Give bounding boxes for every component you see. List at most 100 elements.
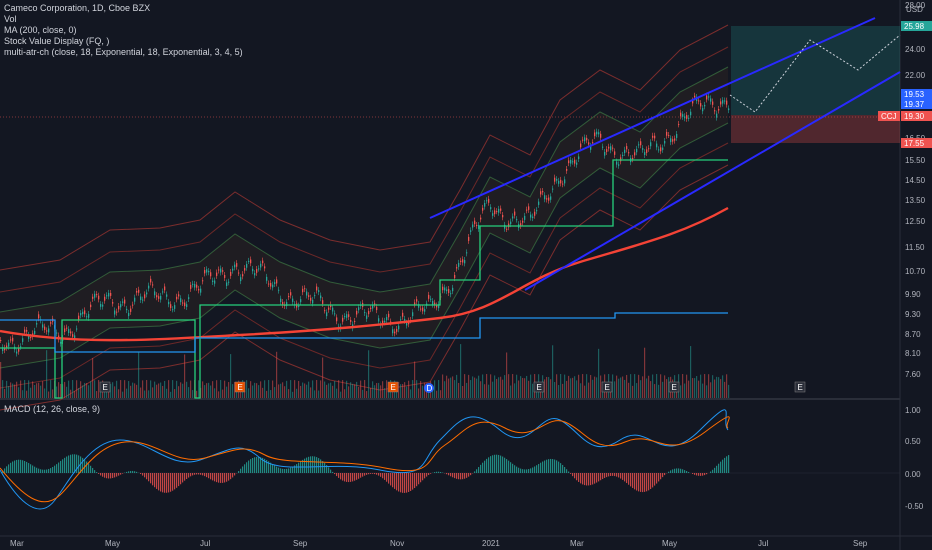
channel-lower xyxy=(524,71,901,291)
volume-bar xyxy=(522,377,524,398)
macd-histogram-bar xyxy=(102,473,104,477)
candle-body xyxy=(598,132,600,135)
symbol-title[interactable]: Cameco Corporation, 1D, Cboe BZX xyxy=(4,3,151,13)
candle-body xyxy=(420,308,422,310)
volume-bar xyxy=(582,374,584,398)
macd-histogram-bar xyxy=(686,471,688,473)
macd-histogram-bar xyxy=(204,473,206,477)
volume-bar xyxy=(654,384,656,398)
macd-histogram-bar xyxy=(518,467,520,473)
macd-histogram-bar xyxy=(496,454,498,473)
macd-histogram-bar xyxy=(724,457,726,473)
macd-histogram-bar xyxy=(478,467,480,473)
legend-ma[interactable]: MA (200, close, 0) xyxy=(4,25,77,35)
candle-body xyxy=(200,288,202,293)
macd-histogram-bar xyxy=(700,473,702,476)
volume-bar xyxy=(464,374,466,398)
macd-histogram-bar xyxy=(718,463,720,473)
candle-body xyxy=(588,142,590,145)
volume-bar xyxy=(2,380,4,398)
legend-stock-value[interactable]: Stock Value Display (FQ, ) xyxy=(4,36,110,46)
volume-bar xyxy=(14,384,16,398)
volume-bar xyxy=(490,374,492,398)
volume-bar xyxy=(94,380,96,398)
volume-bar xyxy=(314,390,316,398)
candle-body xyxy=(178,294,180,297)
macd-histogram-bar xyxy=(332,471,334,473)
volume-bar xyxy=(86,383,88,398)
legend-atr[interactable]: multi-atr-ch (close, 18, Exponential, 18… xyxy=(4,47,243,57)
candle-body xyxy=(396,328,398,332)
volume-bar xyxy=(360,380,362,398)
macd-histogram-bar xyxy=(68,455,70,473)
candle-body xyxy=(64,328,66,333)
macd-histogram-bar xyxy=(50,468,52,473)
candle-body xyxy=(248,260,250,262)
volume-bar xyxy=(250,381,252,398)
volume-bar xyxy=(512,374,514,398)
candle-body xyxy=(174,305,176,309)
macd-legend[interactable]: MACD (12, 26, close, 9) xyxy=(4,404,101,414)
candle-body xyxy=(344,316,346,318)
candle-body xyxy=(336,317,338,322)
candle-body xyxy=(666,131,668,136)
macd-histogram-bar xyxy=(128,471,130,473)
volume-bar xyxy=(472,376,474,398)
macd-histogram-bar xyxy=(356,473,358,480)
volume-bar xyxy=(196,390,198,398)
macd-histogram-bar xyxy=(116,473,118,477)
volume-bar xyxy=(702,383,704,398)
macd-histogram-bar xyxy=(152,473,154,486)
volume-bar xyxy=(686,374,688,398)
macd-histogram-bar xyxy=(384,473,386,480)
volume-bar xyxy=(482,374,484,398)
macd-histogram-bar xyxy=(118,473,120,476)
macd-histogram-bar xyxy=(346,473,348,482)
candle-body xyxy=(664,140,666,144)
volume-bar xyxy=(612,374,614,398)
candle-body xyxy=(162,291,164,293)
volume-bar xyxy=(124,380,126,398)
volume-bar xyxy=(326,384,328,398)
candle-body xyxy=(524,215,526,220)
macd-histogram-bar xyxy=(458,473,460,480)
volume-bar xyxy=(146,380,148,398)
candle-body xyxy=(238,272,240,274)
macd-histogram-bar xyxy=(436,471,438,473)
volume-bar xyxy=(354,384,356,398)
volume-bar xyxy=(370,387,372,398)
candle-body xyxy=(700,103,702,107)
candle-body xyxy=(558,180,560,184)
candle-body xyxy=(130,308,132,312)
macd-histogram-bar xyxy=(524,469,526,473)
candle-body xyxy=(88,314,90,318)
volume-bar xyxy=(96,391,98,398)
macd-histogram-bar xyxy=(456,473,458,479)
volume-bar xyxy=(710,382,712,398)
candle-body xyxy=(250,259,252,264)
candle-body xyxy=(84,310,86,315)
volume-bar xyxy=(246,380,248,398)
macd-histogram-bar xyxy=(174,473,176,490)
candle-body xyxy=(256,268,258,273)
candle-body xyxy=(208,270,210,273)
candle-body xyxy=(354,320,356,322)
macd-histogram-bar xyxy=(500,455,502,473)
candle-body xyxy=(574,159,576,164)
macd-histogram-bar xyxy=(420,473,422,483)
macd-histogram-bar xyxy=(38,468,40,473)
volume-bar xyxy=(134,383,136,398)
candle-body xyxy=(132,304,134,306)
macd-histogram-bar xyxy=(388,473,390,484)
legend-vol[interactable]: Vol xyxy=(4,14,17,24)
volume-bar xyxy=(374,385,376,398)
macd-histogram-bar xyxy=(678,468,680,473)
macd-histogram-bar xyxy=(244,464,246,473)
volume-bar xyxy=(368,350,370,398)
candle-body xyxy=(164,286,166,291)
candle-body xyxy=(438,304,440,309)
macd-histogram-bar xyxy=(254,457,256,473)
volume-bar xyxy=(398,381,400,398)
candle-body xyxy=(436,305,438,308)
